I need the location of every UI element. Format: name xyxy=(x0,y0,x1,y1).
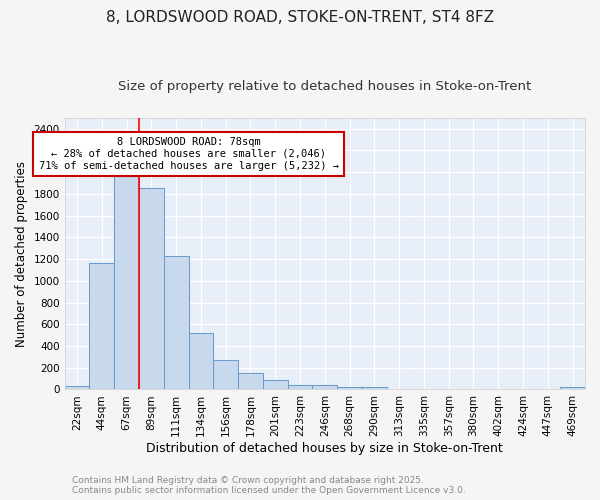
Bar xyxy=(511,389,535,390)
Bar xyxy=(114,174,139,390)
Bar xyxy=(313,384,337,390)
Bar xyxy=(214,360,238,390)
Bar xyxy=(65,386,89,390)
Bar xyxy=(139,188,164,390)
Bar xyxy=(89,264,114,390)
Text: 8 LORDSWOOD ROAD: 78sqm
← 28% of detached houses are smaller (2,046)
71% of semi: 8 LORDSWOOD ROAD: 78sqm ← 28% of detache… xyxy=(38,138,338,170)
Title: Size of property relative to detached houses in Stoke-on-Trent: Size of property relative to detached ho… xyxy=(118,80,532,93)
Bar xyxy=(560,388,585,390)
Bar xyxy=(461,389,486,390)
Bar xyxy=(412,389,436,390)
Bar xyxy=(164,256,188,390)
Bar xyxy=(263,380,287,390)
Bar xyxy=(337,388,362,390)
Bar xyxy=(486,389,511,390)
Text: 8, LORDSWOOD ROAD, STOKE-ON-TRENT, ST4 8FZ: 8, LORDSWOOD ROAD, STOKE-ON-TRENT, ST4 8… xyxy=(106,10,494,25)
Bar xyxy=(188,333,214,390)
Bar xyxy=(535,389,560,390)
Text: Contains HM Land Registry data © Crown copyright and database right 2025.
Contai: Contains HM Land Registry data © Crown c… xyxy=(72,476,466,495)
X-axis label: Distribution of detached houses by size in Stoke-on-Trent: Distribution of detached houses by size … xyxy=(146,442,503,455)
Bar xyxy=(387,388,412,390)
Bar xyxy=(362,386,387,390)
Bar xyxy=(238,372,263,390)
Y-axis label: Number of detached properties: Number of detached properties xyxy=(15,160,28,346)
Bar xyxy=(436,389,461,390)
Bar xyxy=(287,384,313,390)
